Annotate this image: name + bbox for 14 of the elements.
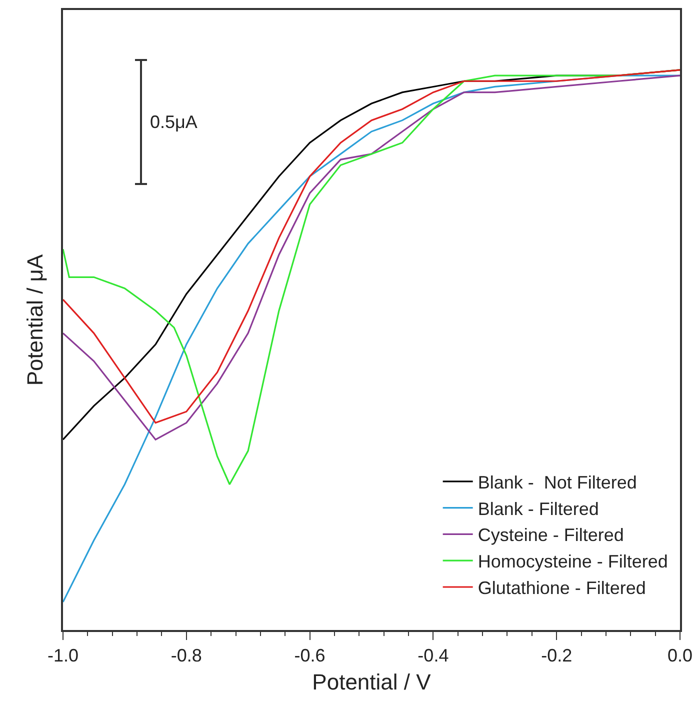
- x-tick-label: -0.8: [170, 645, 202, 666]
- legend-label: Glutathione - Filtered: [478, 578, 646, 598]
- x-tick-label: -1.0: [47, 645, 79, 666]
- x-tick-label: -0.2: [541, 645, 572, 666]
- annotation: 0.5μA: [150, 112, 198, 132]
- x-tick-label: -0.6: [294, 645, 326, 666]
- x-tick-label: -0.4: [418, 645, 449, 666]
- y-axis-title: Potential / μA: [22, 254, 48, 386]
- legend-label: Homocysteine - Filtered: [478, 552, 668, 572]
- legend-label: Blank - Not Filtered: [478, 472, 637, 492]
- legend-label: Blank - Filtered: [478, 498, 599, 519]
- x-tick-label: 0.0: [667, 645, 693, 666]
- legend-label: Cysteine - Filtered: [478, 525, 624, 546]
- x-axis-title: Potential / V: [312, 670, 432, 695]
